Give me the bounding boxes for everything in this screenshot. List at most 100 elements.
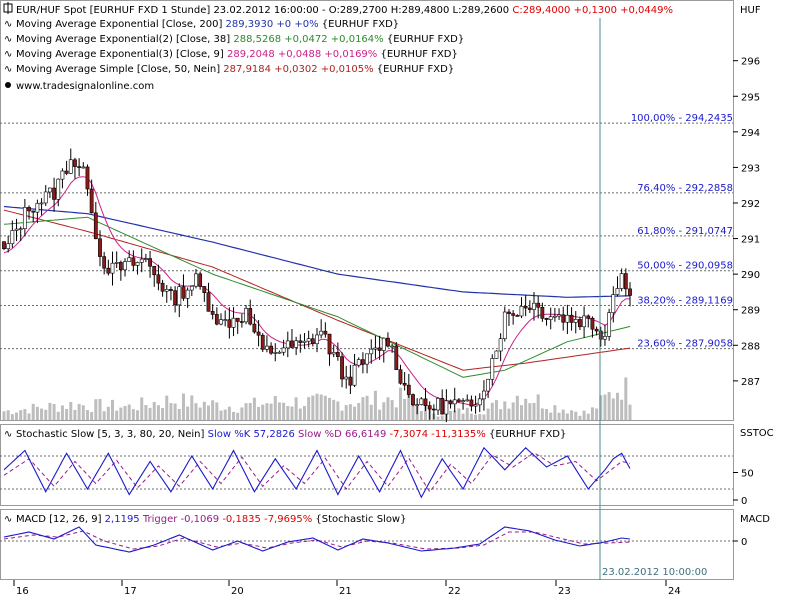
volume-bar — [273, 395, 277, 420]
candle-body — [411, 394, 415, 406]
candle-body — [156, 274, 161, 284]
volume-bar — [81, 405, 85, 420]
date-axis: 16 17 20 21 22 23 24 — [13, 580, 681, 597]
volume-bar — [549, 412, 553, 420]
candle-body — [14, 228, 19, 231]
candle-body — [265, 345, 269, 350]
volume-bar — [436, 416, 440, 420]
volume-bar — [211, 400, 215, 420]
candle-body — [515, 315, 520, 317]
ma-legend-value: 289,2048 +0,0488 +0,0169% — [227, 49, 381, 60]
candle-body — [477, 398, 482, 406]
candle-body — [444, 400, 449, 415]
candle-body — [52, 187, 56, 200]
volume-bar — [119, 407, 123, 420]
volume-bar — [152, 402, 156, 420]
candle-body — [490, 358, 495, 380]
candle-body — [43, 191, 48, 204]
volume-bar — [173, 403, 177, 420]
candle-body — [465, 399, 470, 402]
fib-label: 61,80% - 291,0747 — [637, 226, 733, 237]
candle-body — [394, 345, 399, 370]
candle-body — [285, 340, 290, 349]
volume-bar — [265, 403, 269, 420]
candle-body — [185, 289, 190, 299]
candle-body — [344, 376, 349, 380]
volume-bar — [69, 401, 73, 420]
candle-body — [294, 340, 299, 348]
price-tick-label: 293 — [741, 163, 760, 174]
candle-body — [194, 273, 198, 287]
candle-body — [260, 334, 265, 350]
candle-body — [335, 352, 340, 357]
volume-bar — [557, 412, 561, 420]
volume-bar — [290, 406, 294, 420]
volume-bar — [73, 409, 77, 420]
candle-body — [402, 382, 407, 386]
candle-body — [398, 369, 403, 384]
fib-label: 38,20% - 289,1169 — [637, 296, 733, 307]
candle-body — [135, 262, 140, 266]
volume-bar — [169, 403, 173, 420]
volume-bar — [570, 410, 574, 420]
ma-legend-tail: {EURHUF FXD} — [322, 19, 399, 30]
volume-bar — [127, 404, 131, 420]
candle-body — [73, 159, 77, 167]
volume-bar — [369, 404, 373, 420]
volume-bar — [48, 402, 52, 420]
volume-bar — [524, 398, 528, 420]
volume-bar — [161, 407, 165, 420]
candle-body — [540, 306, 545, 319]
ma-legend-icon: ∿ — [4, 49, 12, 60]
volume-bar — [611, 398, 615, 420]
volume-bar — [98, 398, 102, 420]
volume-bar — [482, 414, 486, 420]
ma-legend-icon: ∿ — [4, 64, 12, 75]
stoch-legend: ∿ Stochastic Slow [5, 3, 3, 80, 20, Nein… — [4, 429, 566, 440]
volume-bar — [507, 408, 511, 420]
candle-body — [573, 319, 578, 323]
price-tick-label: 295 — [741, 92, 760, 103]
sma50-line — [3, 209, 631, 371]
candle-body — [486, 378, 491, 392]
candle-body — [290, 340, 294, 348]
candle-body — [436, 398, 440, 411]
cursor-date-label: 23.02.2012 10:00:00 — [602, 567, 707, 578]
candle-body — [461, 400, 465, 402]
ma-legend-name: Moving Average Exponential(2) [Close, 38… — [16, 34, 233, 45]
candle-body — [331, 352, 336, 355]
volume-bar — [165, 395, 169, 420]
stochastic-lines: 0 50 — [0, 446, 754, 507]
volume-bar — [607, 392, 611, 420]
stoch-tick-label: 0 — [741, 496, 747, 507]
ma-legend-tail: {EURHUF FXD} — [380, 49, 457, 60]
candle-body — [619, 273, 624, 289]
candle-body — [198, 273, 203, 287]
candle-body — [131, 257, 136, 266]
candle-body — [235, 317, 240, 322]
volume-bar — [252, 397, 256, 420]
candle-body — [561, 314, 566, 323]
volume-bar — [440, 415, 444, 420]
candle-body — [369, 348, 374, 355]
volume-bar — [90, 411, 94, 420]
ma-legend-tail: {EURHUF FXD} — [387, 34, 464, 45]
volume-bar — [186, 406, 190, 420]
volume-bar — [499, 409, 503, 420]
volume-bar — [277, 402, 281, 420]
macd-legend-icon: ∿ — [4, 514, 12, 525]
volume-bar — [31, 403, 35, 420]
volume-bar — [503, 401, 507, 420]
volume-bar — [449, 410, 453, 420]
volume-bar — [411, 400, 415, 420]
volume-bar — [382, 402, 386, 420]
candle-body — [302, 340, 307, 343]
macd-lines: 0 — [0, 526, 747, 553]
candle-body — [123, 261, 127, 271]
candle-body — [494, 350, 499, 359]
candle-body — [219, 319, 223, 325]
volume-bar — [202, 401, 206, 420]
volume-bar — [206, 405, 210, 420]
candle-body — [306, 338, 311, 342]
volume-bar — [515, 395, 519, 420]
